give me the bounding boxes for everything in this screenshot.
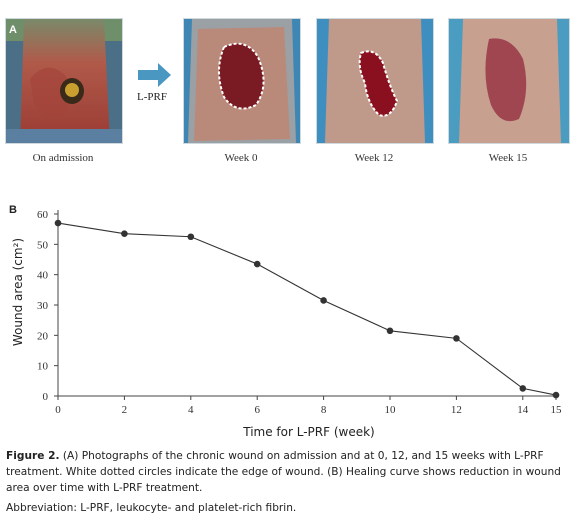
x-tick-label: 10: [385, 404, 397, 416]
x-tick-label: 6: [254, 404, 260, 416]
data-point: [253, 260, 261, 268]
y-axis-label: Wound area (cm²): [11, 238, 25, 346]
arrow-label: L-PRF: [137, 91, 167, 103]
y-tick-label: 40: [37, 270, 49, 282]
data-point: [386, 327, 394, 335]
x-tick-label: 15: [551, 404, 563, 416]
y-tick-label: 50: [37, 239, 49, 251]
x-tick-label: 2: [122, 404, 128, 416]
x-tick-label: 0: [55, 404, 61, 416]
photo-caption-on-admission: On admission: [32, 152, 94, 164]
y-tick-label: 10: [37, 361, 49, 373]
y-tick-label: 20: [37, 330, 49, 342]
figure-label: Figure 2.: [6, 450, 60, 462]
photo-on-admission: [5, 18, 123, 144]
photo-caption-week-12: Week 12: [354, 152, 394, 164]
data-point: [519, 385, 527, 392]
abbreviation-note: Abbreviation: L-PRF, leukocyte- and plat…: [6, 502, 297, 514]
figure-caption-text: (A) Photographs of the chronic wound on …: [6, 450, 561, 494]
chart-axes: [57, 210, 556, 397]
data-point: [187, 233, 195, 241]
data-point: [453, 335, 460, 342]
data-point: [54, 219, 62, 227]
x-axis-label: Time for L-PRF (week): [242, 425, 374, 439]
data-point: [552, 391, 560, 399]
x-tick-label: 14: [517, 404, 529, 416]
photo-caption-week-15: Week 15: [488, 152, 528, 164]
wound-area-chart: 0 10 20 30 40 50 60 0 2 4 6 8 10 12 14 15 Wound area (c…: [0, 200, 576, 445]
photo-week-0: [183, 18, 301, 144]
series-line: [57, 222, 557, 396]
y-tick-label: 60: [37, 209, 49, 221]
y-tick-label: 30: [37, 300, 49, 312]
panel-b-letter: B: [9, 204, 17, 216]
chart-series: [54, 219, 560, 399]
arrow-right-icon: [138, 62, 172, 88]
x-tick-label: 12: [451, 404, 462, 416]
chart-ticks: 0 10 20 30 40 50 60 0 2 4 6 8 10 12 14 15: [37, 209, 562, 416]
figure-caption: Figure 2. (A) Photographs of the chronic…: [6, 448, 572, 496]
panel-a-letter: A: [9, 24, 17, 36]
data-point: [320, 297, 327, 304]
x-tick-label: 8: [321, 404, 327, 416]
data-point: [121, 230, 128, 238]
x-tick-label: 4: [188, 404, 194, 416]
photo-week-12: [316, 18, 434, 144]
y-tick-label: 0: [43, 391, 49, 403]
photo-week-15: [448, 18, 570, 144]
photo-caption-week-0: Week 0: [224, 152, 258, 164]
